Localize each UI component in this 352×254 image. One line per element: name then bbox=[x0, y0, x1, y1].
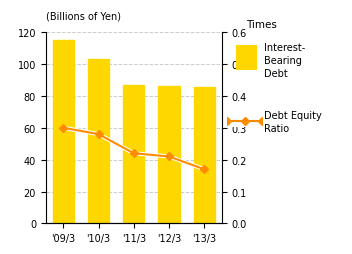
Text: Bearing: Bearing bbox=[264, 56, 302, 66]
Text: Debt: Debt bbox=[264, 69, 288, 78]
Bar bbox=[123, 85, 144, 224]
Bar bbox=[158, 87, 180, 224]
Bar bbox=[88, 60, 109, 224]
Bar bbox=[53, 41, 74, 224]
Text: Ratio: Ratio bbox=[264, 123, 289, 133]
Text: Times: Times bbox=[246, 20, 277, 30]
Bar bbox=[194, 88, 215, 224]
Text: Interest-: Interest- bbox=[264, 43, 305, 53]
Text: Debt Equity: Debt Equity bbox=[264, 110, 322, 120]
Text: (Billions of Yen): (Billions of Yen) bbox=[46, 12, 121, 22]
